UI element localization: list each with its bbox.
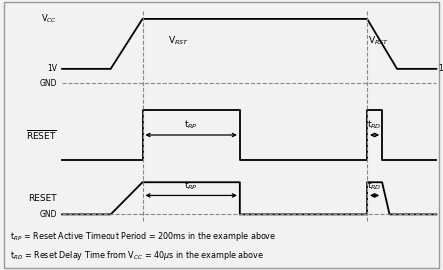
Text: t$_{RP}$ = Reset Active Timeout Period = 200ms in the example above: t$_{RP}$ = Reset Active Timeout Period =… [10, 230, 276, 243]
Text: t$_{RD}$ = Reset Delay Time from V$_{CC}$ = 40$\mu$s in the example above: t$_{RD}$ = Reset Delay Time from V$_{CC}… [10, 249, 264, 262]
Text: 1V: 1V [439, 64, 443, 73]
Text: GND: GND [39, 79, 57, 88]
Text: t$_{RD}$: t$_{RD}$ [367, 180, 382, 192]
Text: RESET: RESET [28, 194, 57, 203]
Text: V$_{RST}$: V$_{RST}$ [167, 35, 189, 48]
Text: GND: GND [39, 210, 57, 219]
Text: V$_{RST}$: V$_{RST}$ [368, 35, 389, 48]
Text: t$_{RD}$: t$_{RD}$ [367, 119, 382, 131]
Text: 1V: 1V [47, 64, 57, 73]
Text: t$_{RP}$: t$_{RP}$ [184, 180, 198, 192]
Text: t$_{RP}$: t$_{RP}$ [184, 119, 198, 131]
Text: V$_{CC}$: V$_{CC}$ [41, 13, 57, 25]
Text: $\overline{\rm RESET}$: $\overline{\rm RESET}$ [26, 128, 57, 142]
